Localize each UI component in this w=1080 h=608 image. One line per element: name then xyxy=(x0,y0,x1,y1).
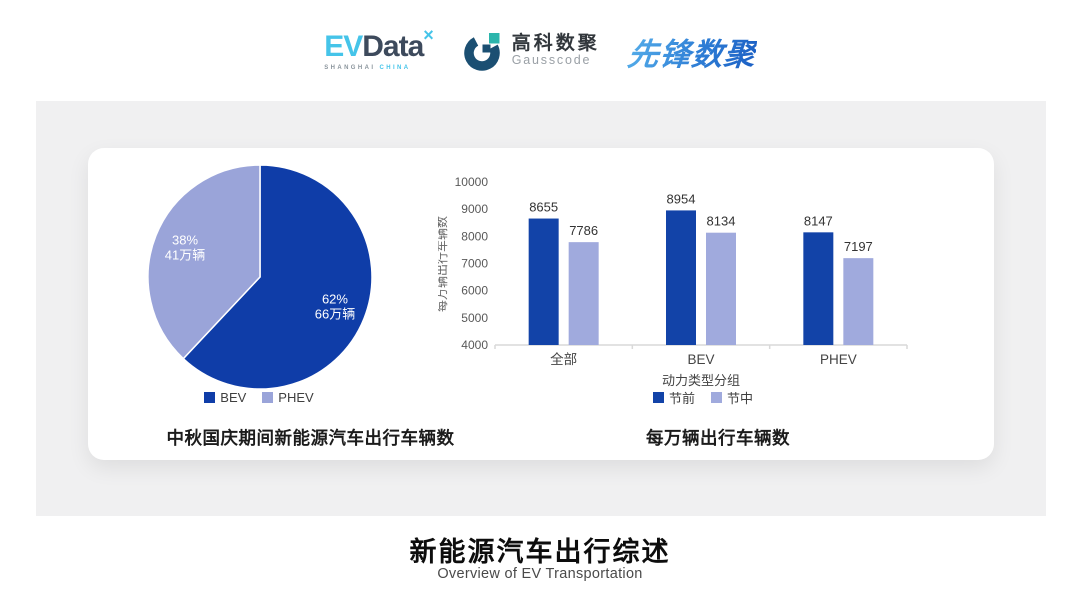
svg-text:7786: 7786 xyxy=(569,223,598,238)
pie-legend-label: PHEV xyxy=(278,389,314,405)
svg-text:8147: 8147 xyxy=(804,213,833,228)
svg-text:全部: 全部 xyxy=(550,351,577,367)
svg-text:每万辆出行车辆数: 每万辆出行车辆数 xyxy=(438,216,449,312)
svg-text:8954: 8954 xyxy=(667,191,696,206)
evdata-logo: EV Data × SHANGHAI CHINA xyxy=(324,26,434,71)
svg-text:PHEV: PHEV xyxy=(820,352,857,367)
evdata-x-icon: × xyxy=(423,24,434,45)
pie-legend-item-bev: BEV xyxy=(204,390,246,405)
page-title: 新能源汽车出行综述 xyxy=(409,537,671,567)
pie-legend-label: BEV xyxy=(220,389,247,405)
gausscode-cn-text: 高科数聚 xyxy=(511,33,600,55)
svg-text:动力类型分组: 动力类型分组 xyxy=(662,373,740,388)
svg-text:BEV: BEV xyxy=(687,352,714,367)
bar-chart: 4000 5000 6000 7000 8000 9000 10000 每万辆出行车辆数 865… xyxy=(438,175,908,388)
svg-text:8000: 8000 xyxy=(461,229,488,243)
bev-swatch-icon xyxy=(204,391,216,403)
svg-text:8134: 8134 xyxy=(707,214,736,229)
gausscode-logo: 高科数聚 Gausscode xyxy=(462,30,600,72)
pie-chart: 62% 66万辆 38% 41万辆 xyxy=(147,164,373,390)
bar-legend-label: 节前 xyxy=(668,390,695,406)
header-logos: EV Data × SHANGHAI CHINA 高科数聚 Gausscode … xyxy=(0,22,1080,80)
svg-text:38%41万辆: 38% 41万辆 xyxy=(165,232,205,262)
bar-legend-item-pre: 节前 xyxy=(652,388,695,407)
phev-swatch-icon xyxy=(262,391,274,403)
gausscode-en-text: Gausscode xyxy=(511,53,592,68)
svg-text:9000: 9000 xyxy=(461,202,488,216)
svg-text:7000: 7000 xyxy=(461,257,488,271)
svg-text:10000: 10000 xyxy=(455,175,489,189)
evdata-ev-text: EV xyxy=(324,29,363,63)
page-subtitle: Overview of EV Transportation xyxy=(437,566,643,582)
bar-legend-item-mid: 节中 xyxy=(711,388,753,407)
svg-text:5000: 5000 xyxy=(461,311,488,325)
svg-text:4000: 4000 xyxy=(461,338,488,352)
pie-legend-item-phev: PHEV xyxy=(262,389,314,405)
svg-text:8655: 8655 xyxy=(529,200,558,215)
bar-legend-label: 节中 xyxy=(727,390,754,406)
evdata-data-text: Data xyxy=(362,29,424,63)
pie-legend: BEV PHEV xyxy=(147,389,371,405)
pie-chart-title: 中秋国庆期间新能源汽车出行车辆数 xyxy=(166,428,455,448)
bar-chart-title: 每万辆出行车辆数 xyxy=(646,428,790,448)
gausscode-g-icon xyxy=(464,33,500,71)
charts-card: 62% 66万辆 38% 41万辆 BEV PHEV 中秋国庆期间新能源汽车出行车辆数… xyxy=(88,148,994,460)
svg-text:6000: 6000 xyxy=(461,284,488,298)
evdata-subtitle: SHANGHAI CHINA xyxy=(324,64,411,71)
pre-holiday-swatch-icon xyxy=(652,391,664,403)
svg-text:7197: 7197 xyxy=(844,239,873,254)
bar-legend: 节前 节中 xyxy=(518,388,888,407)
svg-text:62%66万辆: 62% 66万辆 xyxy=(315,292,355,322)
pioneer-logo: 先锋数聚 xyxy=(625,29,758,74)
mid-holiday-swatch-icon xyxy=(711,391,722,403)
